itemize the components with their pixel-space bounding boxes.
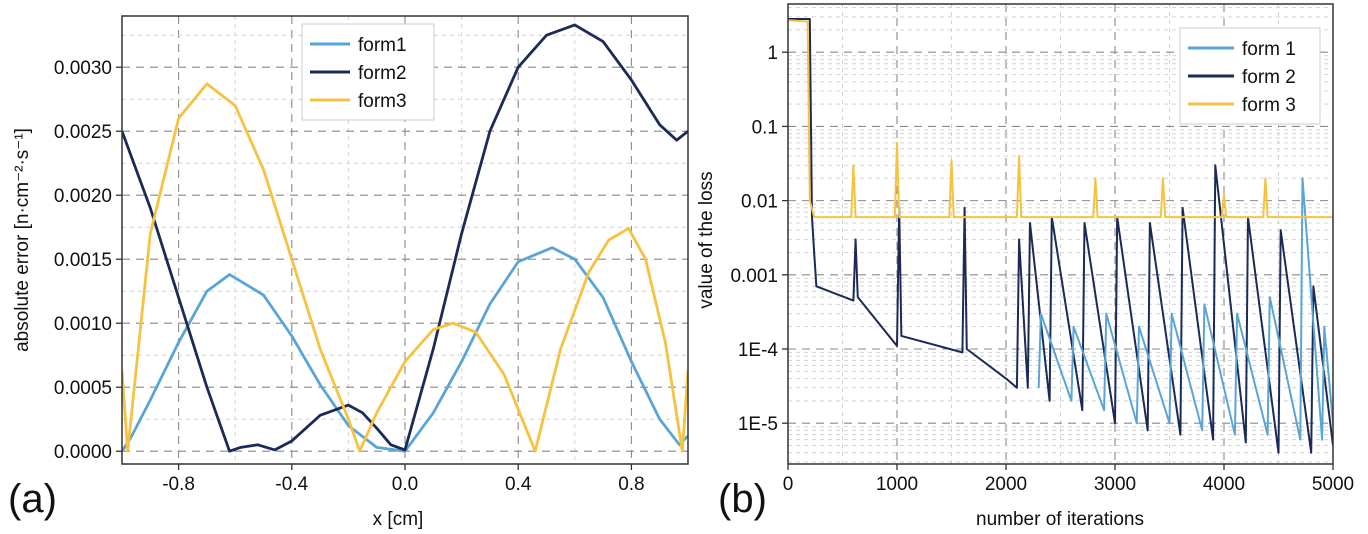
x-tick-label: 3000 [1094, 474, 1136, 495]
legend-label: form1 [358, 35, 407, 56]
chart-b-legend: form 1 form 2 form 3 [1179, 27, 1321, 125]
y-tick-label: 1E-5 [738, 414, 778, 435]
y-tick-label: 1E-4 [738, 340, 779, 361]
series-line-form1 [122, 246, 688, 453]
x-tick-label: 0.4 [505, 474, 532, 495]
series-line-form2 [122, 23, 688, 453]
chart-a-series [122, 23, 688, 453]
chart-b-ylabel: value of the loss [696, 171, 717, 308]
y-tick-label: 0.0025 [54, 122, 112, 143]
y-tick-label: 0.0030 [54, 58, 112, 79]
chart-a-panel-label: (a) [8, 477, 57, 521]
x-tick-label: 0.0 [392, 474, 418, 495]
legend-label: form2 [358, 63, 407, 84]
legend-label: form 2 [1242, 67, 1296, 88]
y-tick-label: 0.0020 [54, 186, 112, 207]
chart-a-legend: form1 form2 form3 [301, 23, 435, 121]
x-tick-label: -0.4 [275, 474, 308, 495]
y-tick-label: 1 [767, 43, 778, 64]
x-tick-label: -0.8 [162, 474, 195, 495]
chart-a-ylabel: absolute error [n·cm⁻²·s⁻¹] [12, 128, 33, 352]
x-tick-label: 5000 [1312, 474, 1354, 495]
y-tick-label: 0.0000 [54, 442, 112, 463]
chart-b-panel-label: (b) [718, 477, 767, 521]
chart-b-ticks: 0 1000 2000 3000 4000 5000 1E-5 1E-4 0.001 0.01 0.… [730, 43, 1354, 495]
legend-label: form 1 [1242, 39, 1296, 60]
legend-label: form 3 [1242, 95, 1296, 116]
chart-a: -0.8 -0.4 0.0 0.4 0.8 0.0000 0.0005 0.0010 0.001… [8, 15, 689, 530]
chart-b-grid [788, 4, 1333, 464]
y-tick-label: 0.0005 [54, 378, 112, 399]
y-tick-label: 0.01 [741, 192, 778, 213]
x-tick-label: 0 [783, 474, 794, 495]
y-tick-label: 0.001 [730, 266, 778, 287]
chart-b-series [788, 18, 1333, 454]
chart-a-xlabel: x [cm] [373, 509, 424, 530]
legend-label: form3 [358, 91, 407, 112]
series-line-form3 [122, 82, 688, 453]
y-tick-label: 0.0010 [54, 314, 112, 335]
x-tick-label: 2000 [985, 474, 1027, 495]
chart-a-ticks: -0.8 -0.4 0.0 0.4 0.8 0.0000 0.0005 0.0010 0.001… [54, 58, 645, 495]
x-tick-label: 1000 [876, 474, 918, 495]
y-tick-label: 0.0015 [54, 250, 112, 271]
x-tick-label: 0.8 [618, 474, 644, 495]
chart-b-xlabel: number of iterations [976, 509, 1144, 530]
y-tick-label: 0.1 [752, 117, 778, 138]
series-line-form-1 [1037, 177, 1333, 441]
chart-b-frame [787, 3, 1334, 465]
x-tick-label: 4000 [1203, 474, 1245, 495]
series-line-form-3 [788, 19, 1333, 219]
chart-b: 0 1000 2000 3000 4000 5000 1E-5 1E-4 0.001 0.01 0.… [696, 3, 1354, 530]
series-line-form-2 [788, 18, 1333, 454]
